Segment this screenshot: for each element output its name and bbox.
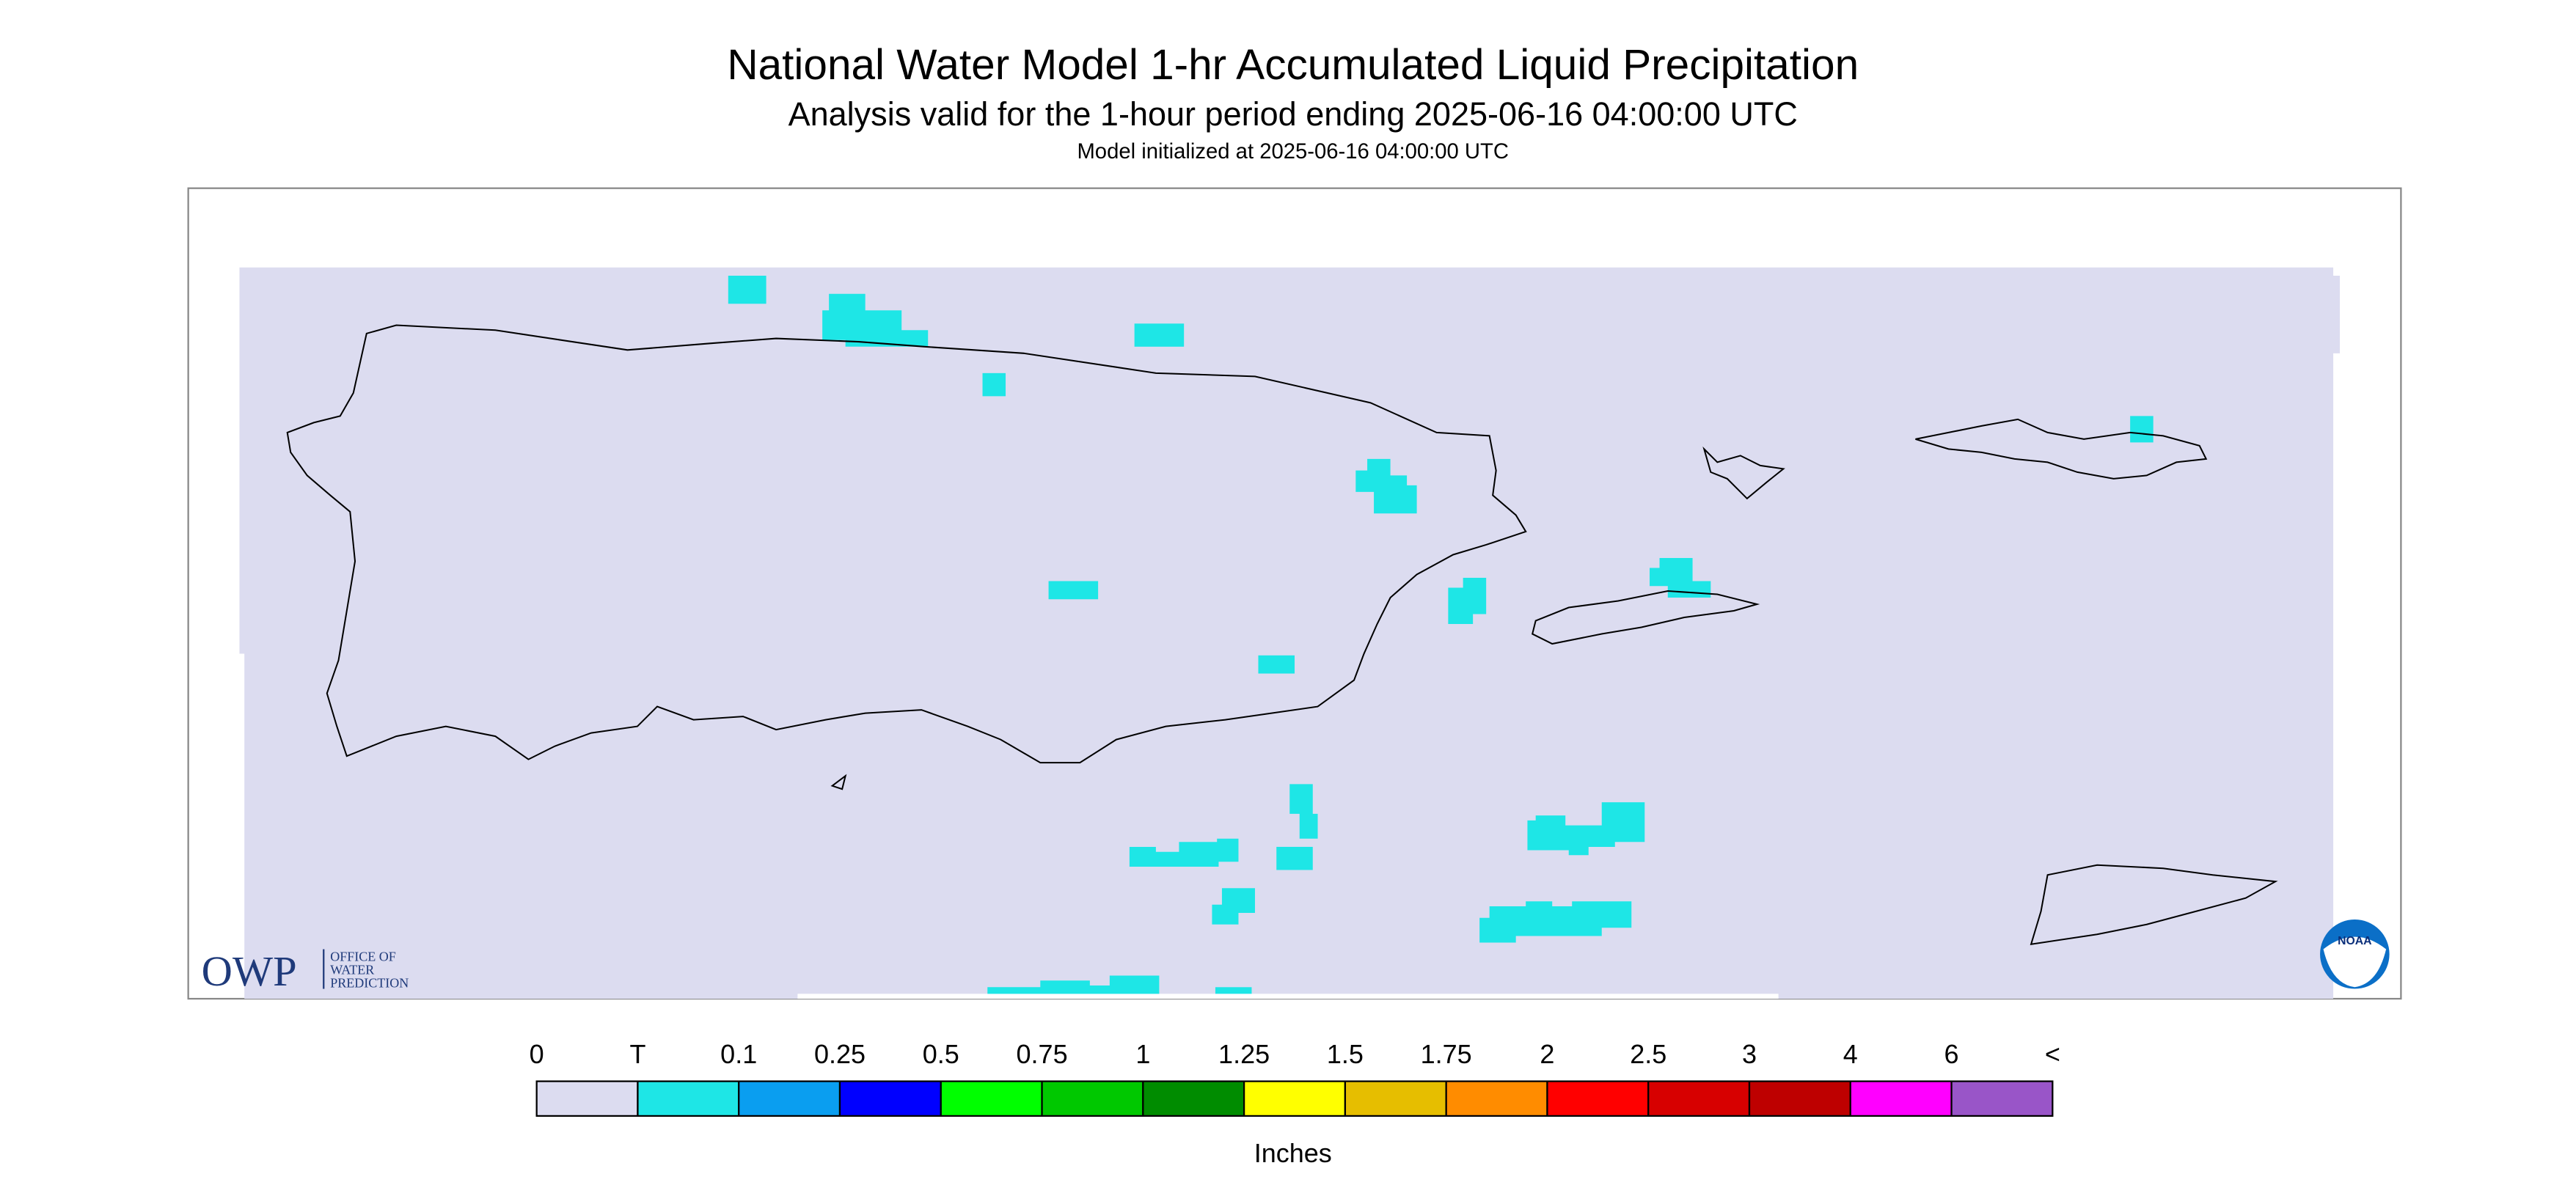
legend-swatch (1849, 1080, 1953, 1117)
legend-label: 3 (1742, 1039, 1757, 1069)
coast-puerto-rico (286, 324, 1527, 764)
noaa-gull (2323, 936, 2387, 988)
coast-culebra (1702, 446, 1785, 500)
legend-label: 1.75 (1421, 1039, 1472, 1069)
legend-swatch (535, 1080, 639, 1117)
legend-swatch (1950, 1080, 2054, 1117)
legend-label: 0.1 (720, 1039, 757, 1069)
coast-st-croix (2030, 864, 2278, 946)
precip-cell (1289, 784, 1318, 839)
precip-cell (1479, 901, 1632, 943)
legend-swatch (1041, 1080, 1144, 1117)
legend-swatch (1546, 1080, 1650, 1117)
title: National Water Model 1-hr Accumulated Li… (727, 41, 1859, 89)
legend-swatch (1344, 1080, 1447, 1117)
legend-swatch (1748, 1080, 1851, 1117)
legend-label: 2 (1540, 1039, 1554, 1069)
noaa-logo: NOAA (2320, 919, 2390, 989)
precip-cell (1215, 987, 1252, 994)
precip-cell (1212, 888, 1255, 925)
legend-label: T (629, 1039, 645, 1069)
legend-swatch (1445, 1080, 1548, 1117)
legend-label: 1 (1135, 1039, 1150, 1069)
precip-cell (1527, 802, 1645, 856)
init-note: Model initialized at 2025-06-16 04:00:00… (1077, 140, 1509, 164)
precip-cell (822, 293, 929, 347)
owp-logo: OWP OFFICE OF WATER PREDICTION (202, 947, 409, 995)
legend: Inches 0 T 0.1 0.25 0.5 0.75 1 1.25 1.5 1.75 2 2.5 3… (530, 1039, 2060, 1168)
legend-label: 0.75 (1017, 1039, 1068, 1069)
legend-label: 0.5 (923, 1039, 959, 1069)
precip-cell (1276, 846, 1313, 870)
owp-text: PREDICTION (330, 975, 409, 990)
precip-cell (1448, 577, 1487, 625)
owp-text: OFFICE OF (330, 949, 396, 963)
legend-label: 0.25 (814, 1039, 866, 1069)
legend-label: 4 (1843, 1039, 1858, 1069)
coast-islet (830, 774, 847, 790)
precip-cell (1258, 655, 1295, 674)
precip-cell (1650, 557, 1711, 598)
model-domain (239, 267, 2341, 999)
legend-label: 6 (1944, 1039, 1959, 1069)
precip-cell (1134, 323, 1185, 347)
legend-label: 1.5 (1327, 1039, 1364, 1069)
coast-virgin-islands (1915, 418, 2208, 480)
subtitle: Analysis valid for the 1-hour period end… (788, 95, 1798, 133)
legend-label: 0 (530, 1039, 544, 1069)
precip-cell (1355, 458, 1417, 514)
precip-cell (1129, 838, 1239, 867)
precip-cell (982, 372, 1006, 397)
precip-cell (987, 975, 1160, 994)
coast-vieques (1532, 590, 1760, 645)
precip-cell (1048, 581, 1099, 600)
noaa-text: NOAA (2338, 935, 2371, 947)
owp-text: WATER (330, 962, 374, 977)
legend-unit: Inches (1254, 1138, 1332, 1168)
precip-areas (728, 276, 2154, 994)
legend-swatch (1243, 1080, 1347, 1117)
legend-label: 2.5 (1630, 1039, 1666, 1069)
coastlines (286, 324, 2278, 946)
owp-mark: OWP (202, 947, 297, 995)
legend-swatch (940, 1080, 1043, 1117)
domain-gap (797, 994, 1779, 999)
precip-cell (728, 276, 766, 304)
legend-swatch (1647, 1080, 1751, 1117)
legend-swatch (738, 1080, 841, 1117)
precip-cell (2130, 416, 2154, 443)
legend-label: < (2045, 1039, 2060, 1069)
legend-swatch (1142, 1080, 1245, 1117)
legend-label: 1.25 (1218, 1039, 1270, 1069)
legend-swatch (637, 1080, 740, 1117)
legend-swatch (838, 1080, 942, 1117)
